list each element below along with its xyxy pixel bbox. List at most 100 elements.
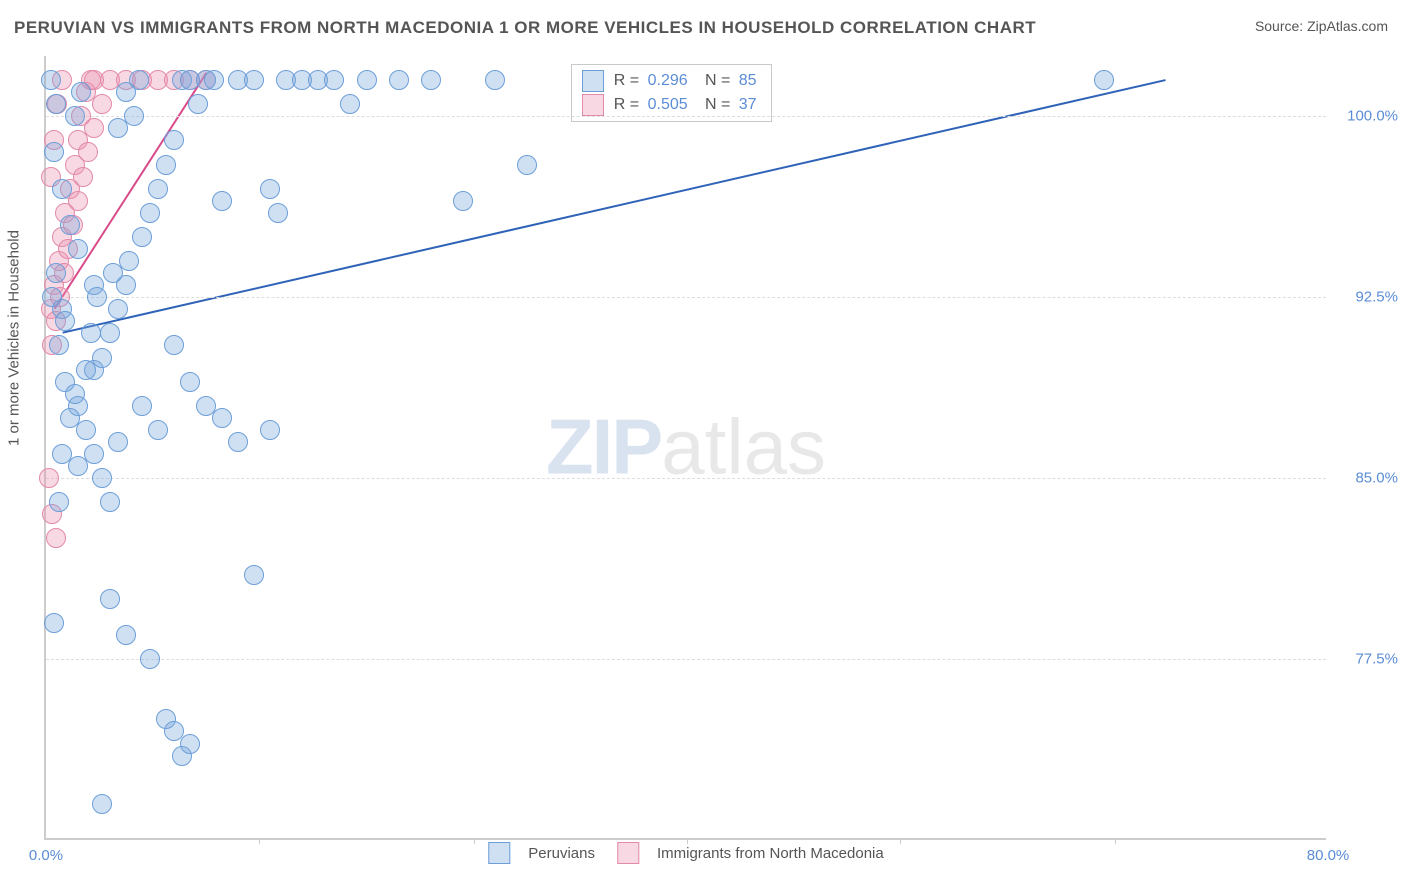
scatter-point-a [260,420,280,440]
scatter-point-a [81,323,101,343]
legend-r-value: 0.505 [648,96,688,114]
scatter-point-a [108,118,128,138]
scatter-point-b [73,167,93,187]
scatter-point-a [453,191,473,211]
scatter-point-b [92,94,112,114]
scatter-point-a [148,179,168,199]
legend-correlation-row: R = 0.296 N = 85 [582,69,761,93]
scatter-point-a [180,734,200,754]
gridline [46,659,1326,660]
scatter-point-a [244,565,264,585]
chart-container: PERUVIAN VS IMMIGRANTS FROM NORTH MACEDO… [0,0,1406,892]
chart-title: PERUVIAN VS IMMIGRANTS FROM NORTH MACEDO… [14,18,1036,38]
scatter-point-a [52,179,72,199]
scatter-point-a [100,492,120,512]
scatter-point-a [485,70,505,90]
scatter-point-a [76,360,96,380]
scatter-point-a [357,70,377,90]
scatter-point-a [60,408,80,428]
scatter-point-a [87,287,107,307]
x-minor-tick [259,838,260,844]
legend-series: Peruvians Immigrants from North Macedonia [488,842,883,864]
scatter-point-a [140,203,160,223]
y-tick-label: 100.0% [1334,108,1398,125]
y-tick-label: 85.0% [1334,470,1398,487]
scatter-point-a [76,420,96,440]
scatter-point-a [156,155,176,175]
scatter-point-a [1094,70,1114,90]
legend-r-value: 0.296 [648,72,688,90]
scatter-point-a [324,70,344,90]
scatter-point-a [46,94,66,114]
legend-series-label: Peruvians [528,845,595,862]
scatter-point-b [78,142,98,162]
legend-swatch [582,94,604,116]
scatter-point-a [132,396,152,416]
scatter-point-a [49,335,69,355]
x-tick-label: 0.0% [29,847,63,864]
scatter-point-a [100,589,120,609]
legend-series-item: Immigrants from North Macedonia [617,842,884,864]
legend-swatch [617,842,639,864]
scatter-point-a [65,106,85,126]
scatter-point-a [108,299,128,319]
scatter-point-a [41,70,61,90]
scatter-point-a [52,444,72,464]
scatter-point-a [65,384,85,404]
legend-n-value: 37 [739,96,757,114]
legend-r-label: R = [614,96,644,114]
scatter-point-a [46,263,66,283]
scatter-point-a [108,432,128,452]
scatter-point-b [84,118,104,138]
legend-swatch [488,842,510,864]
x-tick-label: 80.0% [1307,847,1350,864]
gridline [46,297,1326,298]
scatter-point-a [42,287,62,307]
scatter-point-a [140,649,160,669]
scatter-point-a [116,82,136,102]
y-axis-title: 1 or more Vehicles in Household [6,230,23,446]
legend-n-label: N = [692,72,735,90]
legend-swatch [582,70,604,92]
scatter-point-a [188,94,208,114]
source-label: Source: ZipAtlas.com [1255,18,1388,34]
scatter-point-a [68,239,88,259]
scatter-point-a [92,468,112,488]
scatter-point-a [517,155,537,175]
scatter-point-b [68,191,88,211]
scatter-point-a [340,94,360,114]
scatter-point-a [116,625,136,645]
scatter-point-a [60,215,80,235]
legend-series-item: Peruvians [488,842,595,864]
scatter-point-a [132,227,152,247]
gridline [46,116,1326,117]
scatter-point-a [84,444,104,464]
legend-r-label: R = [614,72,644,90]
scatter-point-b [46,528,66,548]
scatter-point-a [44,613,64,633]
legend-n-value: 85 [739,72,757,90]
scatter-point-b [39,468,59,488]
chart-plot-area: ZIPatlas R = 0.296 N = 85R = 0.505 N = 3… [44,56,1326,840]
scatter-point-a [204,70,224,90]
y-tick-label: 77.5% [1334,651,1398,668]
scatter-point-a [244,70,264,90]
scatter-point-a [389,70,409,90]
scatter-point-a [49,492,69,512]
scatter-point-a [180,372,200,392]
x-minor-tick [474,838,475,844]
x-minor-tick [687,838,688,844]
scatter-point-a [164,130,184,150]
scatter-point-a [100,323,120,343]
scatter-point-a [260,179,280,199]
x-minor-tick [900,838,901,844]
scatter-point-a [44,142,64,162]
y-tick-label: 92.5% [1334,289,1398,306]
scatter-point-a [92,794,112,814]
scatter-point-a [212,191,232,211]
x-minor-tick [1115,838,1116,844]
scatter-point-a [421,70,441,90]
legend-series-label: Immigrants from North Macedonia [657,845,884,862]
legend-n-label: N = [692,96,735,114]
scatter-point-a [164,335,184,355]
